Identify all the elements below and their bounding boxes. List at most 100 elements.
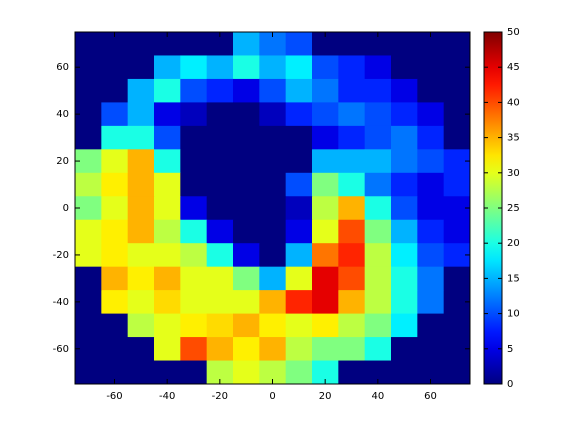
- heat-cell: [233, 243, 260, 268]
- heat-cell: [443, 290, 471, 315]
- heat-cell: [154, 243, 181, 268]
- heat-cell: [127, 102, 155, 127]
- heat-cell: [233, 290, 260, 315]
- heat-cell: [312, 32, 339, 56]
- heat-cell: [391, 32, 418, 56]
- heat-cell: [338, 32, 366, 56]
- heat-cell: [259, 266, 287, 291]
- colorbar-tick-label: 20: [507, 238, 520, 249]
- heat-cell: [364, 149, 392, 174]
- heat-cell: [417, 219, 445, 244]
- heat-cell: [338, 360, 366, 385]
- heat-cell: [127, 219, 155, 244]
- heat-cell: [443, 360, 471, 385]
- heat-cell: [338, 196, 366, 221]
- heat-cell: [259, 313, 287, 338]
- heat-cell: [127, 196, 155, 221]
- heat-cell: [127, 337, 155, 362]
- heat-cell: [259, 55, 287, 80]
- heat-cell: [127, 149, 155, 174]
- heat-cell: [259, 125, 287, 150]
- heat-cell: [312, 102, 339, 127]
- heat-cell: [206, 32, 234, 56]
- heat-cell: [391, 172, 418, 197]
- heat-cell: [101, 55, 129, 80]
- x-tick-label: -20: [212, 391, 228, 402]
- heat-cell: [75, 313, 102, 338]
- heat-cell: [443, 313, 471, 338]
- heat-cell: [75, 360, 102, 385]
- heat-cell: [259, 172, 287, 197]
- heat-cell: [154, 196, 181, 221]
- heat-cell: [443, 32, 471, 56]
- heat-cell: [75, 32, 102, 56]
- heat-cell: [154, 219, 181, 244]
- colorbar-tick-label: 10: [507, 309, 520, 320]
- heat-cell: [233, 102, 260, 127]
- heat-cell: [259, 78, 287, 103]
- heat-cell: [75, 290, 102, 315]
- heat-cell: [285, 125, 313, 150]
- heat-cell: [285, 360, 313, 385]
- heat-cell: [417, 290, 445, 315]
- heat-cell: [206, 125, 234, 150]
- heat-cell: [443, 266, 471, 291]
- heat-cell: [101, 243, 129, 268]
- heat-cell: [259, 337, 287, 362]
- heat-cell: [259, 290, 287, 315]
- heat-cell: [443, 219, 471, 244]
- heat-cell: [127, 266, 155, 291]
- heat-cell: [338, 337, 366, 362]
- heat-cell: [312, 290, 339, 315]
- heat-cell: [259, 32, 287, 56]
- heat-cell: [206, 243, 234, 268]
- x-tick-label: 40: [371, 391, 384, 402]
- heat-cell: [154, 313, 181, 338]
- heat-cell: [443, 149, 471, 174]
- heat-cell: [391, 125, 418, 150]
- heat-cell: [364, 78, 392, 103]
- heat-cell: [338, 149, 366, 174]
- heat-cell: [417, 243, 445, 268]
- heat-cell: [364, 172, 392, 197]
- heat-cell: [417, 102, 445, 127]
- heat-cell: [206, 102, 234, 127]
- heat-cell: [312, 78, 339, 103]
- heat-cell: [417, 55, 445, 80]
- heat-cell: [75, 149, 102, 174]
- heat-cell: [75, 243, 102, 268]
- heat-cell: [312, 313, 339, 338]
- heat-cell: [180, 125, 208, 150]
- heat-cell: [391, 149, 418, 174]
- heat-cell: [417, 266, 445, 291]
- heat-cell: [417, 337, 445, 362]
- heat-cell: [101, 313, 129, 338]
- heat-cell: [206, 55, 234, 80]
- colorbar-tick-label: 25: [507, 203, 520, 214]
- x-tick-label: 20: [319, 391, 332, 402]
- x-tick-label: -60: [106, 391, 122, 402]
- heat-cell: [180, 219, 208, 244]
- heat-cell: [312, 172, 339, 197]
- heat-cell: [259, 196, 287, 221]
- heat-cell: [312, 55, 339, 80]
- heat-cell: [364, 125, 392, 150]
- heat-cell: [127, 313, 155, 338]
- heat-cell: [206, 219, 234, 244]
- heat-cell: [180, 337, 208, 362]
- heat-cell: [259, 243, 287, 268]
- heat-cell: [364, 266, 392, 291]
- heat-cell: [364, 290, 392, 315]
- heat-cell: [338, 125, 366, 150]
- heat-cell: [180, 32, 208, 56]
- heat-cell: [312, 196, 339, 221]
- heat-cell: [75, 172, 102, 197]
- heat-cell: [312, 149, 339, 174]
- heat-cell: [312, 243, 339, 268]
- heat-cell: [101, 360, 129, 385]
- y-tick-label: -20: [53, 250, 69, 261]
- heat-cell: [364, 219, 392, 244]
- heat-cell: [233, 196, 260, 221]
- heat-cell: [285, 266, 313, 291]
